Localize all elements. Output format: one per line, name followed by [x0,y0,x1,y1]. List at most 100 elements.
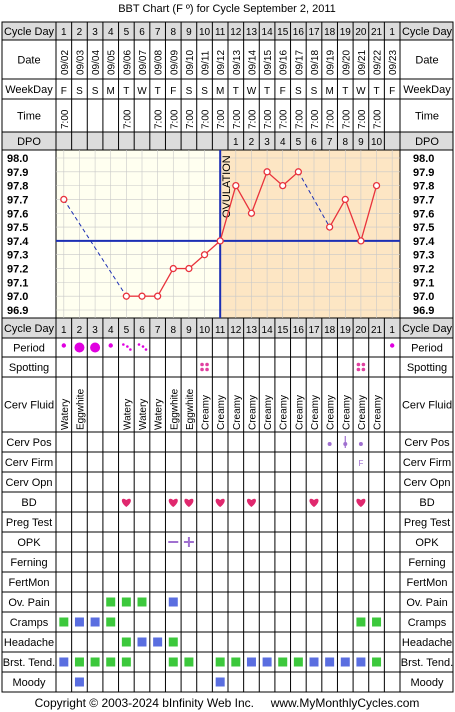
cerv-pos-dot [358,442,363,446]
date-cell: 09/02 [60,50,71,75]
brst-tend-square [121,657,131,667]
bd-heart-icon [168,498,178,507]
cycle-day-cell: 8 [170,27,176,38]
cerv-firm-cell: F [358,459,363,468]
temp-tick-right: 97.8 [413,181,434,193]
temp-tick-right: 97.6 [413,208,434,220]
temp-tick-right: 98.0 [413,153,434,165]
period-spotty-dots [144,348,148,351]
cerv-fluid-cell: Watery [60,399,71,430]
ov-pain-square [137,597,147,607]
cramps-square [74,617,84,627]
ov-pain-square [121,597,131,607]
cycle-day-cell: 10 [199,27,211,38]
date-cell: 09/10 [185,50,196,75]
temp-tick-right: 97.9 [413,167,434,179]
date-cell: 09/03 [75,50,86,75]
period-spotty-dots [129,348,132,351]
spotting-dots [361,362,366,367]
ov-pain-square [106,597,116,607]
dpo-cell: 6 [311,137,317,148]
row-label-ferning: Ferning [10,557,47,569]
row-label-right-cycle_day2: Cycle Day [402,323,453,335]
bd-heart-icon [121,498,131,507]
row-label-right-ferning: Ferning [408,557,445,569]
time-cell: 7:00 [169,109,180,129]
temp-segment [250,171,268,214]
spotting-dots [205,362,209,367]
row-label-right-weekday: WeekDay [403,84,451,96]
date-cell: 09/07 [138,50,149,75]
dpo-cell: 2 [249,137,255,148]
cycle-day-cell: 2 [77,27,83,38]
dpo-cell: 7 [327,137,333,148]
time-cell: 7:00 [60,109,71,129]
temp-point [200,251,209,259]
temp-point [216,237,224,245]
temp-tick-right: 97.4 [413,236,435,248]
cycle-day-cell: 20 [355,325,367,336]
weekday-cell: M [325,86,333,97]
cycle-day-cell: 2 [77,325,83,336]
cramps-square [106,617,116,627]
row-label-right-ov_pain: Ov. Pain [406,597,447,609]
temp-tick-right: 97.1 [413,277,434,289]
weekday-cell: S [295,86,302,97]
row-label-right-preg_test: Preg Test [404,517,450,529]
footer-copyright[interactable]: Copyright © 2003-2024 bInfinity Web Inc.… [35,696,420,710]
cycle-day-cell: 13 [246,325,258,336]
cycle-day-cell: 1 [389,27,395,38]
time-cell: 7:00 [232,109,243,129]
time-cell: 7:00 [357,109,368,129]
period-spotty-dots [141,345,145,348]
row-label-ov_pain: Ov. Pain [8,597,49,609]
temp-point [247,209,256,217]
time-cell: 7:00 [373,109,384,129]
temp-segment [329,199,346,228]
cerv-fluid-cell: Creamy [247,395,258,430]
temp-tick-right: 96.9 [413,305,434,317]
row-label-fertmon: FertMon [9,577,50,589]
time-cell: 7:00 [122,109,133,129]
brst-tend-square [184,657,194,667]
bd-heart-icon [356,498,366,507]
row-label-moody: Moody [12,677,46,689]
date-cell: 09/22 [373,50,384,75]
temp-tick-right: 97.7 [413,194,434,206]
weekday-cell: M [107,86,115,97]
row-label-right-cerv_firm: Cerv Firm [403,457,451,469]
weekday-cell: F [170,86,176,97]
cycle-day-cell: 13 [246,27,258,38]
time-cell: 7:00 [201,109,212,129]
time-cell: 7:00 [247,109,258,129]
weekday-cell: S [92,86,99,97]
temp-tick-left: 98.0 [7,153,28,165]
cerv-fluid-cell: Creamy [216,395,227,430]
row-label-date: Date [17,55,40,67]
cerv-fluid-cell: Creamy [357,395,368,430]
row-label-dpo: DPO [17,136,41,148]
cycle-day-cell: 9 [186,27,192,38]
cramps-square [90,617,100,627]
brst-tend-square [168,657,178,667]
date-cell: 09/14 [247,50,258,75]
row-label-cycle_day2: Cycle Day [4,323,55,335]
spotting-dots [200,362,204,367]
temp-point [185,264,193,273]
temp-point [60,195,68,204]
temp-tick-left: 97.5 [7,222,28,234]
ovulation-label: OVULATION [221,155,233,218]
time-cell: 7:00 [294,109,305,129]
row-label-right-brst_tend: Brst. Tend. [401,657,453,669]
brst-tend-square [90,657,100,667]
period-spotty-dots [126,345,129,348]
cerv-pos-dot [327,442,332,446]
temp-tick-left: 97.3 [7,250,28,262]
cycle-day-cell: 18 [324,27,336,38]
cycle-day-cell: 6 [139,325,145,336]
period-spotty-dots [122,343,125,346]
cerv-fluid-cell: Creamy [232,395,243,430]
row-label-preg_test: Preg Test [6,517,52,529]
cycle-day-cell: 7 [155,325,161,336]
